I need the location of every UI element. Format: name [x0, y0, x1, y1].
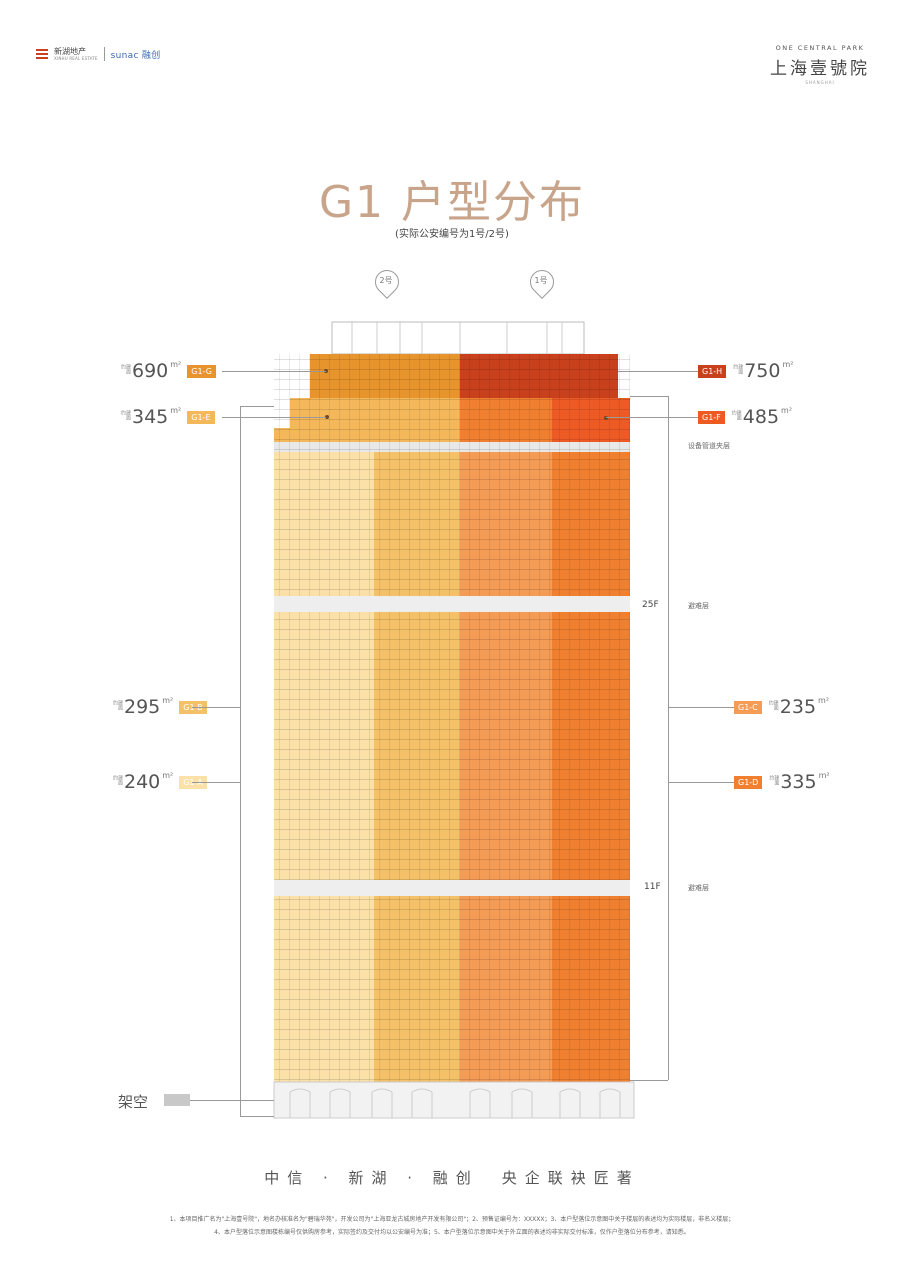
logo-right-city: SHANGHAI [805, 80, 835, 85]
area-prefix: 建面约 [768, 775, 780, 785]
label-g1-h: G1-H 建面约 750 m² [698, 360, 793, 382]
stilts-swatch [164, 1094, 190, 1106]
label-g1-g: 建面约 690 m² G1-G [120, 360, 216, 382]
refuge-floor-11-label: 避难层 [688, 884, 709, 892]
page-title: G1 户型分布 [318, 177, 586, 228]
refuge-floor-25-label: 避难层 [688, 602, 709, 610]
area-value: 240 [124, 771, 161, 793]
area-prefix: 建面约 [767, 700, 779, 710]
leader-g1-e [222, 417, 326, 418]
unit-tag: G1-D [734, 775, 763, 789]
left-bracket-bottom [240, 1116, 274, 1117]
area-prefix: 建面约 [120, 364, 131, 374]
unit-tag: G1-H [698, 364, 727, 378]
leader-g1-b [192, 707, 240, 708]
footnote-line-1: 1、本项目推广名为"上海壹号院"，地名办核准名为"碧瑞华苑"，开发公司为"上海亚… [169, 1216, 735, 1223]
label-g1-e: 建面约 345 m² G1-E [120, 406, 215, 428]
logo-sunac: sunac 融创 [110, 50, 161, 61]
leader-g1-g [222, 371, 326, 372]
logo-one-central-park: ONE CENTRAL PARK 上海壹號院 SHANGHAI [770, 44, 870, 85]
area-unit: m² [782, 359, 794, 369]
area-value: 485 [742, 406, 780, 428]
label-g1-c: G1-C 建面约 235 m² [734, 696, 829, 718]
area-unit: m² [162, 770, 174, 780]
area-value: 750 [744, 360, 781, 382]
slogan: 中信 · 新湖 · 融创 央企联袂匠著 [264, 1169, 640, 1187]
footnote-line-2: 4、本户型落位示意图楼栋编号仅供购房参考，实际签约及交付均以公安编号为准；5、本… [214, 1229, 690, 1236]
logo-right-cn: 上海壹號院 [770, 59, 870, 79]
area-value: 235 [779, 696, 817, 718]
logo-left-cn: 新湖地产 [54, 47, 86, 56]
area-unit: m² [170, 405, 182, 415]
unit-tag: G1-E [187, 410, 215, 424]
area-prefix: 建面约 [732, 364, 744, 374]
leader-g1-c [668, 707, 734, 708]
logo-left-en: XINHU REAL ESTATE [54, 56, 98, 61]
area-value: 345 [132, 406, 169, 428]
label-g1-d: G1-D 建面约 335 m² [734, 771, 830, 793]
area-value: 295 [124, 696, 161, 718]
label-g1-f: G1-F 建面约 485 m² [698, 406, 792, 428]
area-prefix: 建面约 [112, 775, 123, 785]
area-value: 690 [132, 360, 169, 382]
equipment-floor-label: 设备管道夹层 [688, 442, 730, 450]
leader-g1-h [618, 371, 698, 372]
area-value: 335 [780, 771, 817, 793]
leader-stilts [190, 1100, 274, 1101]
unit-tag: G1-F [698, 410, 725, 424]
area-unit: m² [818, 695, 830, 705]
leader-g1-d [668, 782, 734, 783]
unit-tag: G1-G [187, 364, 216, 378]
area-prefix: 建面约 [112, 700, 123, 710]
stilts-label: 架空 [118, 1093, 149, 1111]
floor-11f: 11F [644, 882, 661, 892]
area-prefix: 建面约 [730, 410, 742, 420]
area-prefix: 建面约 [120, 410, 131, 420]
pin-1: 1号 [525, 265, 559, 299]
pin-2: 2号 [370, 265, 404, 299]
logo-divider [103, 47, 105, 61]
leader-g1-f [606, 417, 698, 418]
area-unit: m² [170, 359, 182, 369]
floor-25f: 25F [642, 600, 659, 610]
right-bracket-bottom [630, 1080, 668, 1081]
unit-tag: G1-C [734, 700, 762, 714]
logo-xinhu: 新湖地产 XINHU REAL ESTATE sunac 融创 [36, 44, 161, 64]
area-unit: m² [162, 695, 174, 705]
left-bracket-top [240, 406, 274, 407]
logo-right-en: ONE CENTRAL PARK [775, 44, 865, 52]
area-unit: m² [818, 770, 830, 780]
right-bracket-top [630, 396, 668, 397]
pin-label: 1号 [534, 276, 548, 285]
area-unit: m² [781, 405, 793, 415]
xinhu-logo-icon [36, 49, 48, 59]
leader-g1-a [192, 782, 240, 783]
page-subtitle: (实际公安编号为1号/2号) [395, 229, 509, 240]
left-bracket-line [240, 406, 241, 1116]
pin-label: 2号 [379, 276, 393, 285]
right-bracket-line [668, 396, 669, 1080]
